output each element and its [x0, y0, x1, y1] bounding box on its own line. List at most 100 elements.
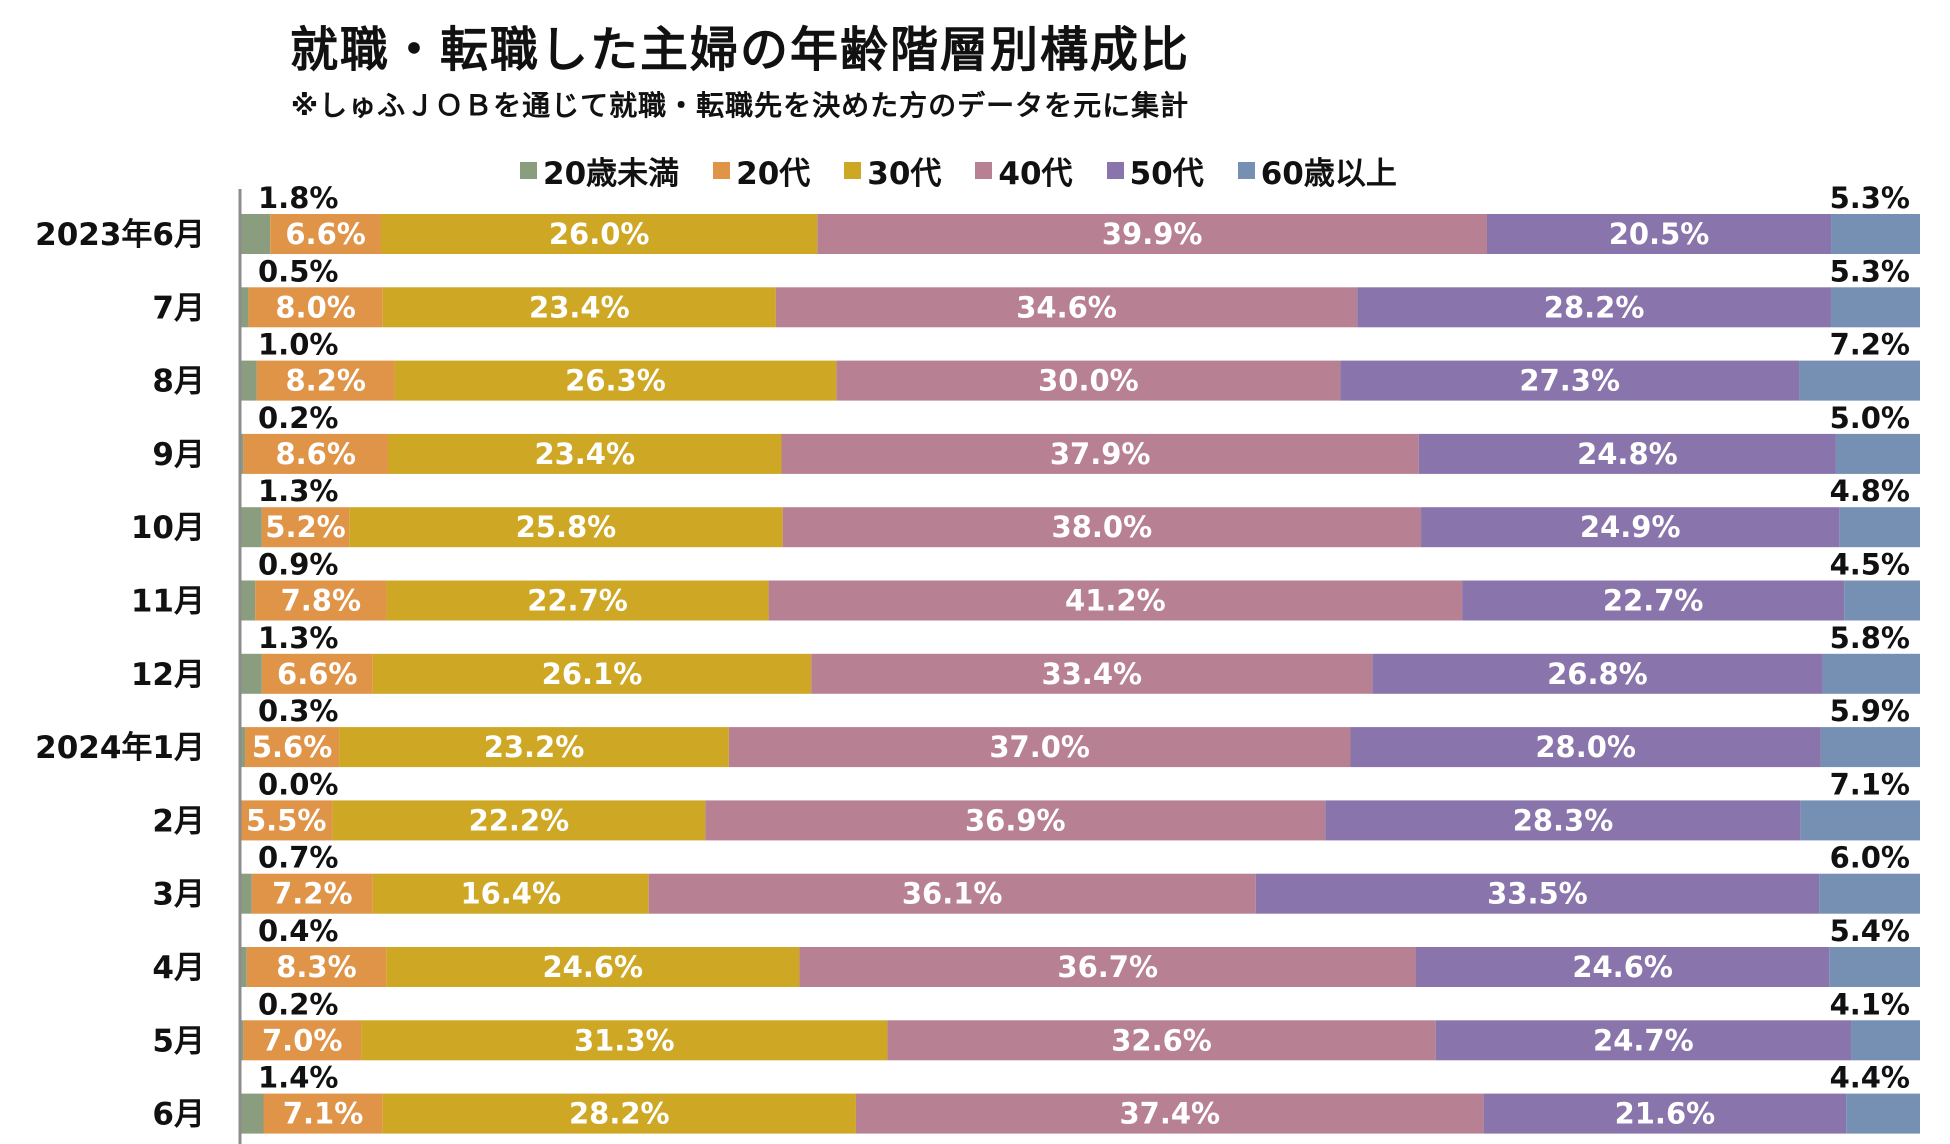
bar-segment	[836, 360, 1341, 401]
bar-segment	[382, 287, 776, 328]
data-label: 22.2%	[469, 803, 570, 837]
bar-segment	[361, 1020, 888, 1061]
bar-segment	[781, 433, 1419, 474]
data-label: 8.6%	[275, 437, 355, 471]
bar-segment	[1819, 873, 1920, 914]
data-label: 28.2%	[1544, 290, 1645, 324]
data-label: 8.3%	[276, 950, 356, 984]
data-label: 1.4%	[258, 1061, 338, 1095]
category-label: 2月	[152, 803, 205, 839]
bar-segment	[240, 287, 249, 328]
category-label: 4月	[152, 950, 205, 986]
data-label: 8.0%	[275, 290, 355, 324]
data-label: 24.6%	[542, 950, 643, 984]
bar-segment	[263, 1093, 383, 1134]
data-label: 1.3%	[258, 621, 338, 655]
bar-segment	[1822, 653, 1920, 694]
bar-segment	[380, 214, 818, 254]
bar-segment	[1829, 947, 1920, 987]
category-label: 2023年6月	[35, 217, 205, 253]
data-label: 4.1%	[1830, 987, 1910, 1021]
bar-segment	[728, 727, 1351, 768]
bar-segment	[251, 873, 373, 914]
bar-segment	[386, 580, 769, 621]
data-label: 5.6%	[252, 730, 332, 764]
bar-segment	[1350, 727, 1821, 768]
bar-segment	[1844, 580, 1920, 621]
bar-segment	[887, 1020, 1436, 1061]
data-label: 1.3%	[258, 474, 338, 508]
legend-swatch	[1106, 162, 1124, 179]
data-label: 4.8%	[1830, 474, 1910, 508]
bar-segment	[240, 507, 262, 548]
bar-segment	[382, 1093, 856, 1134]
data-label: 7.2%	[272, 877, 352, 911]
legend-label: 20代	[736, 156, 811, 192]
category-label: 2024年1月	[35, 730, 205, 766]
bar-segment	[1357, 287, 1831, 328]
data-label: 34.6%	[1016, 290, 1117, 324]
bar-segment	[270, 214, 381, 254]
bar-segment	[1799, 360, 1920, 401]
category-label: 8月	[152, 364, 205, 400]
data-label: 26.1%	[542, 657, 643, 691]
legend-item-50s: 50代	[1106, 148, 1204, 193]
data-label: 24.6%	[1572, 950, 1673, 984]
data-label: 22.7%	[1603, 584, 1704, 618]
legend-item-30s: 30代	[844, 148, 941, 193]
data-label: 4.4%	[1830, 1061, 1910, 1095]
data-label: 39.9%	[1102, 217, 1203, 251]
data-label: 5.2%	[265, 510, 345, 544]
legend-label: 30代	[867, 156, 942, 192]
bar-segment	[1340, 360, 1800, 401]
bar-segment	[811, 653, 1373, 694]
bar-segment	[1462, 580, 1845, 621]
data-label: 5.3%	[1830, 181, 1910, 215]
data-label: 31.3%	[574, 1023, 675, 1057]
bar-segment	[1418, 433, 1836, 474]
data-label: 16.4%	[460, 877, 561, 911]
category-label: 7月	[152, 290, 205, 326]
bar-segment	[261, 507, 350, 548]
data-label: 0.7%	[258, 841, 338, 875]
data-label: 0.0%	[258, 767, 338, 801]
bar-segment	[256, 360, 395, 401]
bar-segment	[1486, 214, 1832, 254]
data-label: 5.0%	[1830, 401, 1910, 435]
bar-segment	[248, 287, 383, 328]
bar-segment	[1831, 214, 1920, 254]
bar-segment	[261, 653, 373, 694]
bar-segment	[1800, 800, 1920, 841]
bar-segment	[255, 580, 387, 621]
data-label: 24.9%	[1580, 510, 1681, 544]
legend-item-40s: 40代	[975, 148, 1073, 193]
data-label: 26.3%	[565, 364, 666, 398]
data-label: 28.3%	[1513, 803, 1614, 837]
bar-segment	[394, 360, 837, 401]
data-label: 5.4%	[1830, 914, 1910, 948]
legend-swatch	[713, 162, 731, 179]
data-label: 6.6%	[277, 657, 357, 691]
data-label: 5.9%	[1830, 694, 1910, 728]
category-label: 6月	[152, 1097, 205, 1133]
bar-segment	[372, 873, 649, 914]
bar-segment	[1372, 653, 1823, 694]
bar-segment	[1416, 947, 1830, 987]
bar-segment	[1483, 1093, 1847, 1134]
bar-segment	[243, 433, 388, 474]
data-label: 0.3%	[258, 694, 338, 728]
data-label: 23.4%	[529, 290, 630, 324]
data-label: 7.1%	[283, 1097, 363, 1131]
legend-swatch	[844, 162, 862, 179]
bar-segment	[240, 360, 257, 401]
category-label: 3月	[152, 877, 205, 913]
data-label: 1.8%	[258, 181, 338, 215]
data-label: 8.2%	[285, 364, 365, 398]
bar-segment	[817, 214, 1487, 254]
data-label: 20.5%	[1609, 217, 1710, 251]
bar-segment	[648, 873, 1256, 914]
bar-segment	[240, 727, 246, 768]
legend: 20歳未満 20代 30代 40代 50代 60歳以上	[520, 148, 1397, 193]
bar-segment	[1851, 1020, 1920, 1061]
